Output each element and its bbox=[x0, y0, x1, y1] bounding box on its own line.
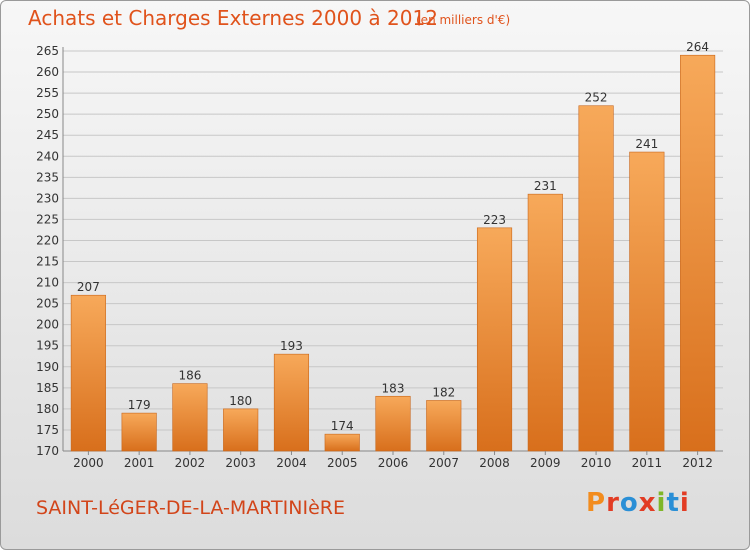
data-label: 231 bbox=[534, 179, 557, 193]
y-tick-label: 245 bbox=[36, 128, 59, 142]
data-label: 174 bbox=[331, 419, 354, 433]
y-tick-label: 220 bbox=[36, 233, 59, 247]
x-tick-label: 2007 bbox=[428, 456, 459, 470]
logo-letter: t bbox=[666, 488, 680, 518]
bar bbox=[578, 105, 614, 452]
x-tick-label: 2000 bbox=[73, 456, 104, 470]
bar bbox=[324, 433, 360, 452]
data-label: 193 bbox=[280, 339, 303, 353]
x-tick-label: 2010 bbox=[581, 456, 612, 470]
data-label: 186 bbox=[178, 369, 201, 383]
y-tick-label: 215 bbox=[36, 255, 59, 269]
bar bbox=[680, 54, 716, 452]
data-label: 223 bbox=[483, 213, 506, 227]
bar bbox=[223, 408, 259, 452]
chart-title: Achats et Charges Externes 2000 à 2012 bbox=[28, 6, 438, 30]
data-label: 180 bbox=[229, 394, 252, 408]
y-tick-label: 205 bbox=[36, 297, 59, 311]
data-label: 183 bbox=[382, 381, 405, 395]
x-tick-label: 2012 bbox=[682, 456, 713, 470]
logo-letter: r bbox=[606, 488, 620, 518]
x-tick-label: 2003 bbox=[225, 456, 256, 470]
y-tick-label: 200 bbox=[36, 318, 59, 332]
logo-letter: i bbox=[679, 488, 690, 518]
bar bbox=[476, 227, 513, 452]
y-tick-label: 170 bbox=[36, 444, 59, 458]
logo-letter: i bbox=[656, 488, 667, 518]
y-tick-label: 180 bbox=[36, 402, 59, 416]
data-label: 264 bbox=[686, 40, 709, 54]
x-tick-label: 2011 bbox=[632, 456, 663, 470]
bar bbox=[172, 383, 208, 452]
chart-subtitle: (en milliers d'€) bbox=[416, 13, 511, 27]
bar bbox=[121, 412, 157, 452]
x-tick-label: 2008 bbox=[479, 456, 510, 470]
y-tick-label: 185 bbox=[36, 381, 59, 395]
bar bbox=[527, 193, 563, 452]
y-tick-label: 175 bbox=[36, 423, 59, 437]
bar bbox=[70, 294, 106, 452]
x-tick-label: 2009 bbox=[530, 456, 561, 470]
data-label: 182 bbox=[432, 385, 455, 399]
logo-letter: o bbox=[619, 488, 639, 518]
x-tick-label: 2005 bbox=[327, 456, 358, 470]
y-tick-label: 190 bbox=[36, 360, 59, 374]
y-tick-label: 255 bbox=[36, 86, 59, 100]
proxiti-logo[interactable]: Proxiti bbox=[586, 488, 690, 518]
y-tick-label: 210 bbox=[36, 276, 59, 290]
y-tick-label: 230 bbox=[36, 191, 59, 205]
y-tick-label: 250 bbox=[36, 107, 59, 121]
y-tick-label: 225 bbox=[36, 212, 59, 226]
y-tick-label: 240 bbox=[36, 149, 59, 163]
logo-letter: x bbox=[638, 488, 657, 518]
bar bbox=[375, 395, 411, 452]
data-label: 252 bbox=[585, 91, 608, 105]
data-label: 207 bbox=[77, 280, 100, 294]
bar bbox=[426, 400, 462, 452]
data-label: 241 bbox=[635, 137, 658, 151]
x-tick-label: 2002 bbox=[175, 456, 206, 470]
x-tick-label: 2006 bbox=[378, 456, 409, 470]
y-tick-label: 265 bbox=[36, 44, 59, 58]
y-tick-label: 235 bbox=[36, 170, 59, 184]
x-tick-label: 2001 bbox=[124, 456, 155, 470]
logo-letter: P bbox=[586, 488, 607, 518]
data-label: 179 bbox=[128, 398, 151, 412]
x-tick-label: 2004 bbox=[276, 456, 307, 470]
bar bbox=[629, 151, 665, 452]
bar bbox=[273, 353, 310, 452]
y-tick-label: 195 bbox=[36, 339, 59, 353]
place-name: SAINT-LéGER-DE-LA-MARTINIèRE bbox=[36, 497, 345, 519]
y-tick-label: 260 bbox=[36, 65, 59, 79]
